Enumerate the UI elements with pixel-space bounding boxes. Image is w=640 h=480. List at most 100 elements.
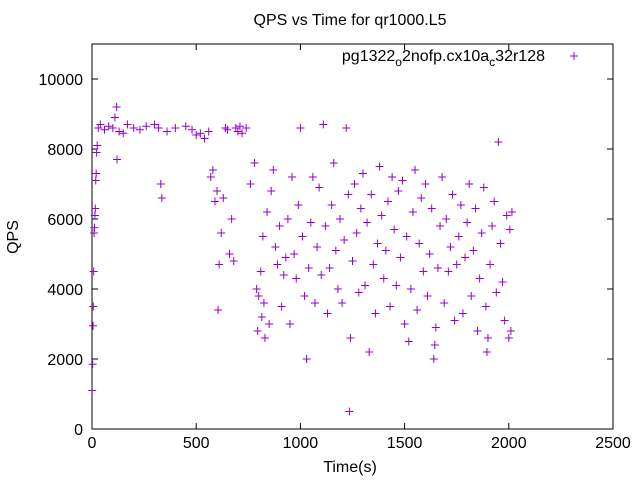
data-point [300, 292, 309, 300]
data-point [365, 348, 374, 356]
data-point [214, 306, 223, 314]
data-point [281, 253, 290, 262]
data-point [433, 264, 442, 272]
data-point [450, 316, 459, 325]
data-point [390, 225, 399, 234]
y-tick-label: 4000 [47, 282, 83, 299]
data-point [323, 309, 332, 318]
data-point [129, 124, 138, 132]
x-tick-label: 2500 [595, 435, 631, 452]
chart-title: QPS vs Time for qr1000.L5 [254, 12, 447, 29]
legend: pg1322o2nofp.cx10ac32r128 [342, 48, 578, 69]
data-point [498, 278, 507, 286]
data-point [338, 299, 347, 307]
data-point [208, 166, 217, 174]
data-point [89, 321, 98, 330]
data-point [335, 215, 344, 223]
data-point [500, 316, 509, 325]
y-tick-label: 0 [74, 422, 83, 439]
data-point [345, 407, 354, 416]
data-point [269, 166, 278, 174]
data-point [285, 320, 294, 328]
data-point [502, 211, 511, 220]
data-point [188, 125, 197, 134]
data-point [275, 222, 284, 230]
data-point [221, 124, 230, 132]
data-point [110, 113, 119, 122]
data-point [94, 124, 103, 132]
data-point [91, 204, 100, 213]
data-point [481, 302, 490, 311]
data-point [104, 122, 113, 131]
data-point [456, 201, 465, 209]
data-point [442, 215, 451, 223]
data-point [394, 187, 403, 195]
data-point [417, 194, 426, 202]
data-point [483, 334, 492, 342]
data-point [446, 243, 455, 251]
data-point [358, 169, 367, 178]
data-point [490, 197, 499, 206]
data-point [113, 155, 122, 164]
legend-label: pg1322o2nofp.cx10ac32r128 [342, 48, 545, 69]
data-point [89, 267, 98, 276]
data-point [402, 232, 411, 241]
x-tick-label: 500 [183, 435, 210, 452]
y-axis-ticks: 0 2000 4000 6000 8000 10000 [39, 72, 613, 439]
data-point [419, 267, 428, 276]
data-point [469, 246, 478, 255]
data-point [454, 232, 463, 241]
data-point [215, 260, 224, 269]
data-point [444, 267, 453, 276]
data-point [206, 173, 215, 181]
data-point [467, 292, 476, 300]
y-tick-label: 10000 [39, 72, 84, 89]
data-point [369, 260, 378, 269]
legend-label-part: 2nofp.cx10a [402, 48, 489, 65]
data-point [354, 288, 363, 297]
data-point [294, 201, 303, 209]
data-point [231, 124, 240, 132]
y-axis-label: QPS [5, 220, 22, 254]
data-point [327, 201, 336, 209]
data-point [348, 257, 357, 265]
data-point [329, 159, 338, 167]
data-point [92, 148, 101, 157]
x-tick-label: 2000 [491, 435, 527, 452]
data-point [253, 327, 262, 335]
data-point [452, 260, 461, 269]
data-point [361, 281, 370, 290]
data-point [250, 159, 259, 167]
legend-marker-symbol [570, 52, 578, 60]
data-point [171, 124, 180, 132]
data-point [494, 138, 503, 146]
data-point [306, 218, 315, 227]
data-point [88, 386, 97, 395]
data-point [477, 229, 486, 237]
data-point [475, 274, 484, 283]
data-point [492, 288, 501, 297]
data-point [157, 194, 166, 202]
data-point [283, 215, 292, 223]
x-tick-label: 1500 [387, 435, 423, 452]
data-point [315, 183, 324, 192]
data-point [352, 229, 361, 237]
data-point [267, 187, 276, 195]
legend-label-part: 32r128 [495, 48, 545, 65]
data-point [482, 348, 491, 356]
data-point [112, 103, 121, 111]
data-point [388, 173, 397, 181]
data-point [229, 257, 238, 265]
data-point [192, 131, 201, 139]
data-point [257, 313, 266, 321]
data-point [429, 355, 438, 363]
data-point [346, 334, 355, 342]
data-point [252, 285, 261, 293]
y-tick-label: 8000 [47, 142, 83, 159]
data-point [263, 208, 272, 216]
y-tick-label: 6000 [47, 212, 83, 229]
data-point [440, 299, 449, 307]
data-point [88, 360, 97, 369]
data-point [304, 264, 313, 272]
